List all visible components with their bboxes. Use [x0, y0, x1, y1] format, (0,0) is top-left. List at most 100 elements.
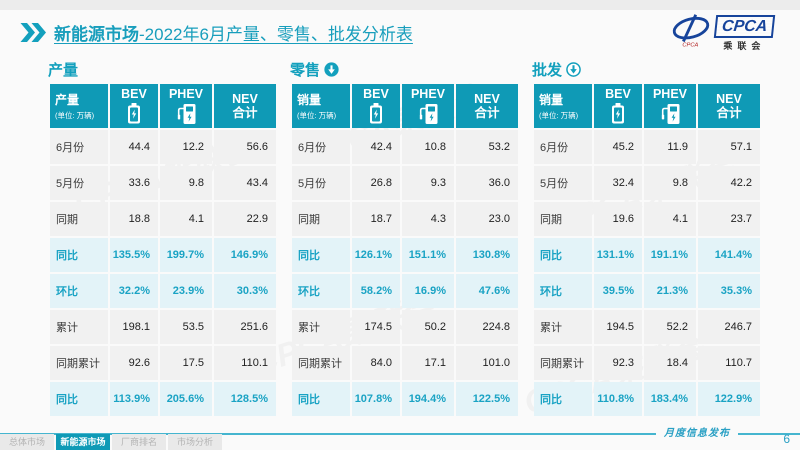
cell-value: 32.2%	[110, 274, 158, 308]
section-title-text: 批发	[532, 61, 563, 79]
table-row: 6月份 42.4 10.8 53.2	[292, 130, 518, 164]
table-corner-header: 销量 (单位: 万辆)	[534, 84, 592, 128]
double-chevron-icon	[20, 23, 46, 42]
top-strip	[0, 0, 800, 10]
cell-value: 47.6%	[456, 274, 518, 308]
cell-value: 22.9	[214, 202, 276, 236]
cell-value: 11.9	[644, 130, 696, 164]
cell-value: 32.4	[594, 166, 642, 200]
col-label: NEV	[474, 91, 500, 106]
table-header-row: 产量 (单位: 万辆) BEV PHEV NEV 合计	[50, 84, 276, 128]
cell-value: 194.5	[594, 310, 642, 344]
row-label: 同比	[50, 238, 108, 272]
table-corner-header: 销量 (单位: 万辆)	[292, 84, 350, 128]
table-row: 环比 58.2% 16.9% 47.6%	[292, 274, 518, 308]
cell-value: 130.8%	[456, 238, 518, 272]
title-bar: 新能源市场-2022年6月产量、零售、批发分析表	[20, 20, 413, 45]
table-row: 同期 18.7 4.3 23.0	[292, 202, 518, 236]
tab-4[interactable]: 市场分析	[168, 434, 222, 450]
data-table: 产量 (单位: 万辆) BEV PHEV NEV 合计 6月份 44.4 12.2 56.6 5月份…	[48, 82, 278, 418]
row-label: 同比	[534, 382, 592, 416]
tab-2[interactable]: 新能源市场	[56, 434, 110, 450]
col-header-nev: NEV 合计	[456, 84, 518, 128]
table-header-row: 销量 (单位: 万辆) BEV PHEV NEV 合计	[292, 84, 518, 128]
cpca-logo: CPCA CPCA 乘联会	[670, 13, 776, 54]
row-label: 环比	[292, 274, 350, 308]
table-row: 同比 113.9% 205.6% 128.5%	[50, 382, 276, 416]
col-label2: 合计	[474, 105, 500, 120]
cell-value: 174.5	[352, 310, 400, 344]
table-corner-header: 产量 (单位: 万辆)	[50, 84, 108, 128]
cell-value: 45.2	[594, 130, 642, 164]
cell-value: 57.1	[698, 130, 760, 164]
cell-value: 92.6	[110, 346, 158, 380]
row-label: 5月份	[292, 166, 350, 200]
page-number: 6	[783, 432, 790, 446]
col-label: PHEV	[652, 87, 688, 101]
cell-value: 122.9%	[698, 382, 760, 416]
footer-line-right	[738, 433, 800, 435]
cell-value: 224.8	[456, 310, 518, 344]
table-row: 同比 126.1% 151.1% 130.8%	[292, 238, 518, 272]
tables-row: 产量 产量 (单位: 万辆) BEV PHEV NEV 合计 6月份 44.4 12.2 56.6 5…	[48, 58, 762, 418]
table-row: 5月份 33.6 9.8 43.4	[50, 166, 276, 200]
page-title-main: 新能源市场	[54, 25, 139, 44]
row-label: 同期	[50, 202, 108, 236]
cell-value: 141.4%	[698, 238, 760, 272]
cell-value: 33.6	[110, 166, 158, 200]
row-label: 6月份	[50, 130, 108, 164]
cell-value: 17.5	[160, 346, 212, 380]
cell-value: 131.1%	[594, 238, 642, 272]
cell-value: 4.1	[644, 202, 696, 236]
table-row: 同比 131.1% 191.1% 141.4%	[534, 238, 760, 272]
table-row: 同期累计 92.3 18.4 110.7	[534, 346, 760, 380]
charger-icon	[177, 103, 196, 124]
cell-value: 23.9%	[160, 274, 212, 308]
data-table: 销量 (单位: 万辆) BEV PHEV NEV 合计 6月份 42.4 10.8 53.2 5月份…	[290, 82, 520, 418]
cell-value: 36.0	[456, 166, 518, 200]
col-label: BEV	[605, 87, 631, 101]
row-label: 同比	[292, 238, 350, 272]
table-panel: 批发 销量 (单位: 万辆) BEV PHEV NEV 合计 6月份 45.2 11.9 57.1 5…	[532, 58, 762, 418]
table-row: 累计 194.5 52.2 246.7	[534, 310, 760, 344]
cell-value: 198.1	[110, 310, 158, 344]
row-label: 同期累计	[292, 346, 350, 380]
page-title-rest: -2022年6月产量、零售、批发分析表	[139, 25, 413, 44]
row-label: 6月份	[292, 130, 350, 164]
table-row: 同期累计 84.0 17.1 101.0	[292, 346, 518, 380]
cell-value: 18.7	[352, 202, 400, 236]
corner-label: 产量	[55, 93, 80, 107]
row-label: 累计	[50, 310, 108, 344]
col-label2: 合计	[716, 105, 742, 120]
cpca-logo-mark-icon: CPCA	[670, 13, 712, 54]
cell-value: 9.8	[644, 166, 696, 200]
cell-value: 9.3	[402, 166, 454, 200]
tab-3[interactable]: 厂商排名	[112, 434, 166, 450]
row-label: 环比	[534, 274, 592, 308]
col-header-phev: PHEV	[644, 84, 696, 128]
cell-value: 101.0	[456, 346, 518, 380]
tab-1[interactable]: 总体市场	[0, 434, 54, 450]
cell-value: 53.5	[160, 310, 212, 344]
row-label: 同期	[534, 202, 592, 236]
footer-divider: 月度信息发布	[0, 429, 800, 439]
cell-value: 4.3	[402, 202, 454, 236]
cell-value: 43.4	[214, 166, 276, 200]
cell-value: 19.6	[594, 202, 642, 236]
cell-value: 35.3%	[698, 274, 760, 308]
row-label: 同期累计	[50, 346, 108, 380]
table-row: 同比 135.5% 199.7% 146.9%	[50, 238, 276, 272]
cell-value: 110.7	[698, 346, 760, 380]
cell-value: 10.8	[402, 130, 454, 164]
cell-value: 39.5%	[594, 274, 642, 308]
cell-value: 12.2	[160, 130, 212, 164]
tab-bar: 总体市场 新能源市场 厂商排名 市场分析	[0, 434, 222, 450]
cpca-logo-text: CPCA	[713, 15, 776, 38]
corner-label: 销量	[539, 93, 564, 107]
cell-value: 58.2%	[352, 274, 400, 308]
row-label: 累计	[292, 310, 350, 344]
cell-value: 44.4	[110, 130, 158, 164]
cell-value: 53.2	[456, 130, 518, 164]
corner-label: 销量	[297, 93, 322, 107]
battery-icon	[611, 103, 625, 124]
